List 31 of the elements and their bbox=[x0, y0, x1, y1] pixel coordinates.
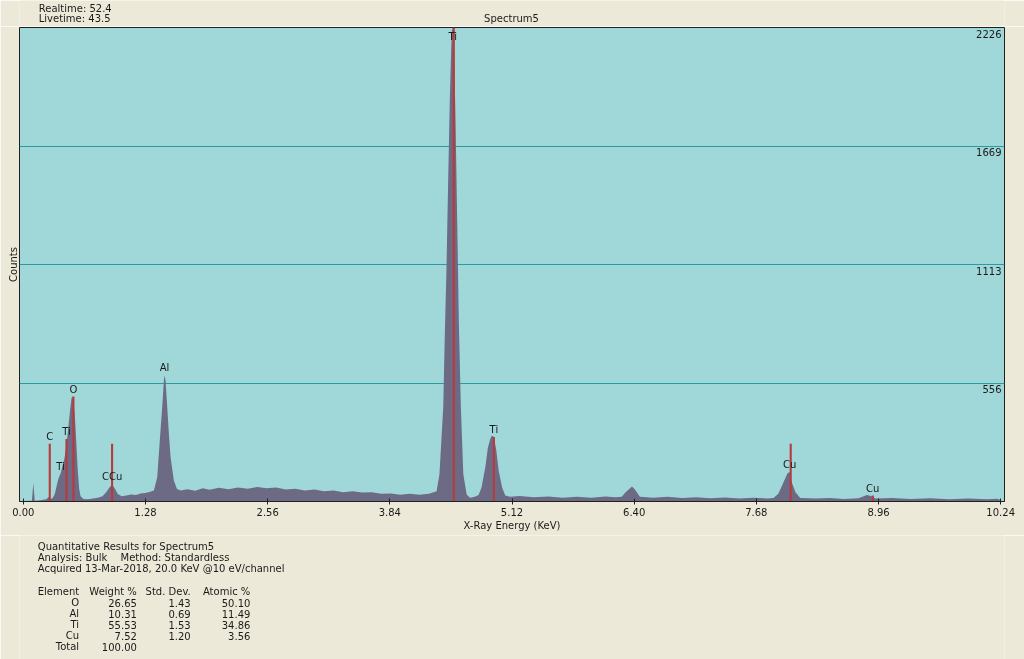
annotation: C bbox=[46, 430, 54, 442]
x-tick-label: 1.28 bbox=[134, 506, 157, 518]
text: Acquired 13-Mar-2018, 20.0 KeV @10 eV/channel bbox=[37, 563, 285, 574]
x-axis-title: X-Ray Energy (KeV) bbox=[463, 519, 561, 531]
y-axis-title: Counts bbox=[7, 247, 19, 282]
y-tick-label: 1669 bbox=[976, 147, 1002, 159]
text: Element Weight % Std. Dev. Atomic % bbox=[37, 586, 251, 597]
x-tick-label: 5.12 bbox=[500, 506, 524, 518]
annotation: Ti bbox=[488, 423, 499, 435]
annotation: Al bbox=[159, 362, 170, 374]
chart-subtitle: Realtime: 52.4 Livetime: 43.5 bbox=[38, 3, 112, 24]
text: Al 10.31 0.69 11.49 bbox=[69, 608, 251, 620]
chart-title: Spectrum5 bbox=[484, 13, 539, 24]
text: Ti 55.53 1.53 34.86 bbox=[70, 619, 251, 631]
y-tick-label: 2226 bbox=[976, 28, 1002, 40]
text: O 26.65 1.43 50.10 bbox=[71, 597, 251, 609]
text: Analysis: Bulk Method: Standardless bbox=[37, 552, 230, 563]
text: Quantitative Results for Spectrum5 bbox=[37, 541, 215, 552]
y-tick-label: 1113 bbox=[976, 265, 1002, 277]
annotation: Cu bbox=[866, 482, 880, 494]
x-tick-label: 2.56 bbox=[256, 506, 279, 518]
annotation: O bbox=[69, 383, 78, 395]
x-tick-label: 3.84 bbox=[378, 506, 401, 518]
text: Total 100.00 bbox=[55, 641, 137, 653]
x-tick-label: 8.96 bbox=[867, 506, 890, 518]
text: Cu 7.52 1.20 3.56 bbox=[65, 630, 251, 642]
y-tick-label: 556 bbox=[982, 384, 1002, 396]
x-tick-label: 6.40 bbox=[623, 506, 646, 518]
x-tick-label: 0.00 bbox=[12, 506, 35, 518]
x-tick-label: 10.24 bbox=[986, 506, 1016, 518]
x-tick-label: 7.68 bbox=[745, 506, 768, 518]
